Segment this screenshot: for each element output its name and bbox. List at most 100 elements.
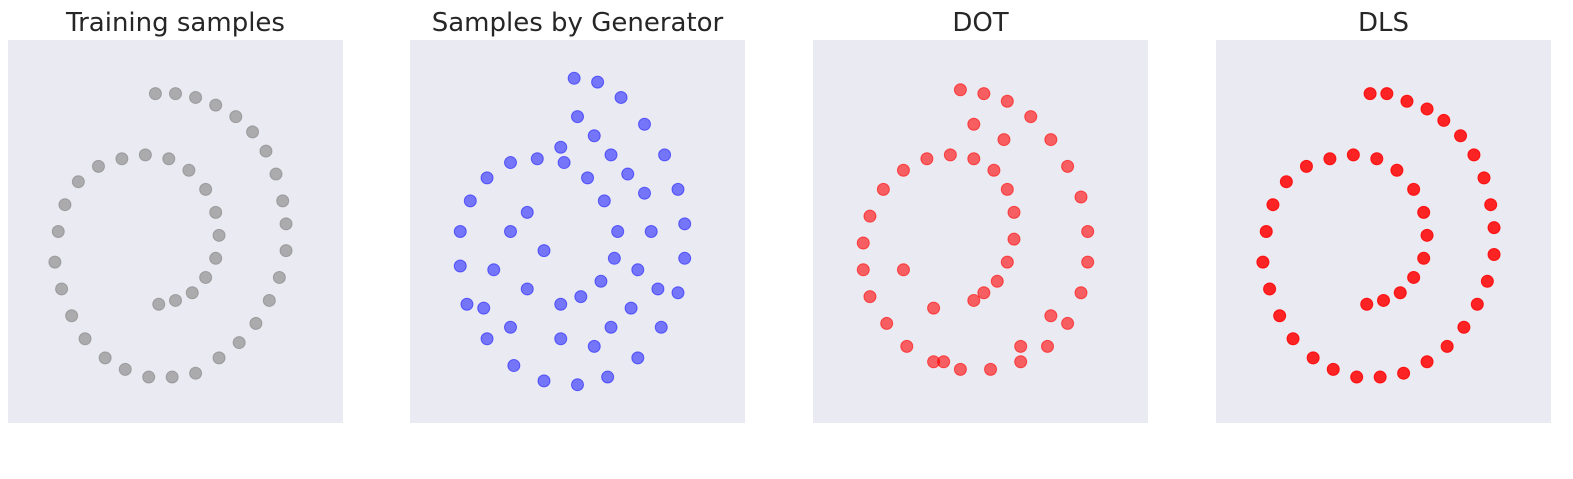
point xyxy=(1470,297,1484,311)
point xyxy=(229,110,243,124)
point xyxy=(199,182,213,196)
point xyxy=(1400,94,1414,108)
point xyxy=(58,198,72,212)
point xyxy=(1014,339,1028,353)
point xyxy=(554,297,568,311)
point xyxy=(1417,251,1431,265)
point xyxy=(520,205,534,219)
point xyxy=(1044,309,1058,323)
point xyxy=(279,217,293,231)
point xyxy=(863,209,877,223)
point xyxy=(591,75,605,89)
point xyxy=(480,332,494,346)
point xyxy=(1024,110,1038,124)
point xyxy=(1323,152,1337,166)
point xyxy=(604,148,618,162)
chart-title: Samples by Generator xyxy=(432,8,724,38)
point xyxy=(91,159,105,173)
point xyxy=(937,355,951,369)
point xyxy=(856,236,870,250)
point xyxy=(212,351,226,365)
point xyxy=(453,225,467,238)
point xyxy=(259,144,273,158)
point xyxy=(1263,282,1277,296)
point xyxy=(1326,362,1340,376)
point xyxy=(1440,339,1454,353)
point xyxy=(98,351,112,365)
point xyxy=(594,274,608,288)
point xyxy=(671,182,685,196)
point xyxy=(567,71,581,85)
point xyxy=(1041,339,1054,353)
point xyxy=(51,225,65,238)
point xyxy=(977,87,991,101)
point xyxy=(1390,163,1404,177)
point xyxy=(856,263,870,277)
point xyxy=(1074,286,1088,300)
point xyxy=(967,293,981,307)
point xyxy=(1467,148,1481,162)
point xyxy=(1484,198,1498,212)
point xyxy=(1377,293,1390,307)
point xyxy=(1273,309,1287,323)
point xyxy=(1363,87,1377,101)
point xyxy=(1266,198,1280,212)
point xyxy=(587,129,601,143)
point xyxy=(587,339,601,353)
point xyxy=(189,90,203,104)
point xyxy=(644,225,658,238)
point xyxy=(638,117,651,131)
point xyxy=(631,351,645,365)
point xyxy=(530,152,544,166)
point xyxy=(953,362,967,376)
point xyxy=(246,125,260,139)
point xyxy=(152,297,166,311)
point xyxy=(900,339,914,353)
point xyxy=(460,297,474,311)
point xyxy=(1477,171,1491,185)
point xyxy=(896,263,910,277)
point xyxy=(554,140,568,154)
point xyxy=(212,228,226,242)
point xyxy=(1007,205,1021,219)
point xyxy=(1420,228,1434,242)
point xyxy=(118,362,132,376)
point xyxy=(607,251,621,265)
point xyxy=(614,90,628,104)
point xyxy=(997,133,1011,147)
chart-title: DLS xyxy=(1358,8,1409,38)
point xyxy=(984,362,998,376)
point xyxy=(896,163,910,177)
point xyxy=(1397,366,1411,380)
point xyxy=(504,225,517,238)
point xyxy=(162,152,176,166)
point xyxy=(1061,159,1075,173)
point xyxy=(1407,182,1421,196)
point xyxy=(138,148,152,162)
point xyxy=(581,171,595,185)
point xyxy=(1373,370,1387,384)
point xyxy=(1380,87,1394,101)
point xyxy=(55,282,69,296)
point xyxy=(876,182,890,196)
point xyxy=(537,244,551,258)
point xyxy=(1487,221,1501,235)
point xyxy=(1454,129,1468,143)
point xyxy=(209,98,223,112)
point xyxy=(1417,205,1431,219)
chart-title: DOT xyxy=(952,8,1008,38)
point xyxy=(1480,274,1494,288)
point xyxy=(1487,247,1501,261)
point xyxy=(1000,182,1014,196)
point xyxy=(671,286,685,300)
point xyxy=(1437,113,1451,127)
point xyxy=(1044,133,1058,147)
point xyxy=(1259,225,1273,238)
point xyxy=(927,301,941,315)
point xyxy=(678,217,692,231)
point xyxy=(1420,355,1434,369)
point xyxy=(487,263,501,277)
point xyxy=(880,316,894,330)
point xyxy=(269,167,283,181)
